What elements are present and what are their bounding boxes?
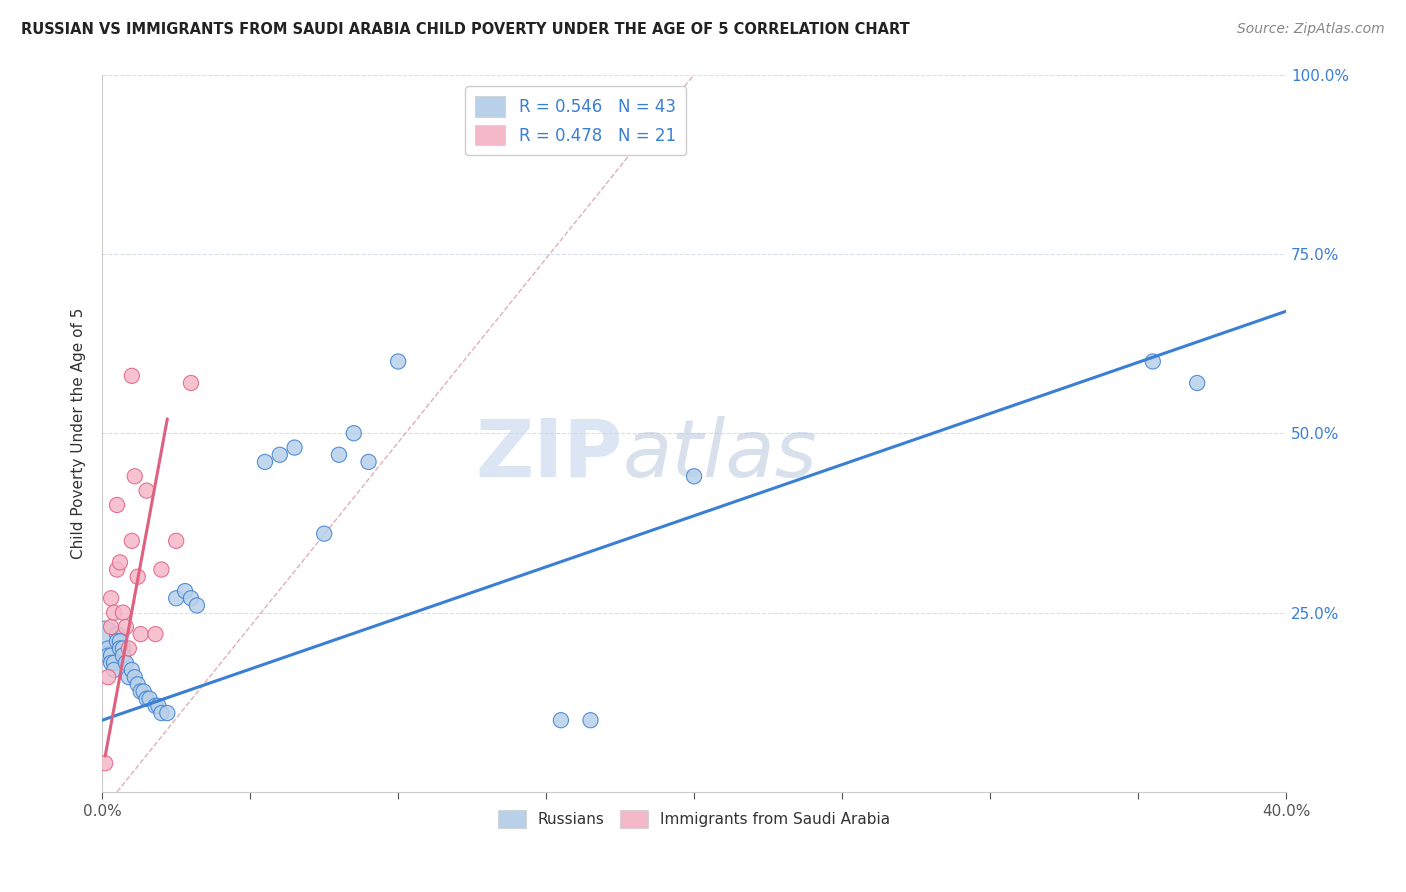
Point — [132, 684, 155, 698]
Point — [148, 698, 170, 713]
Point — [135, 691, 157, 706]
Point — [97, 648, 120, 663]
Point — [121, 368, 143, 383]
Point — [118, 670, 141, 684]
Point — [156, 706, 179, 720]
Point — [1142, 354, 1164, 368]
Text: RUSSIAN VS IMMIGRANTS FROM SAUDI ARABIA CHILD POVERTY UNDER THE AGE OF 5 CORRELA: RUSSIAN VS IMMIGRANTS FROM SAUDI ARABIA … — [21, 22, 910, 37]
Point — [314, 526, 336, 541]
Point — [97, 670, 120, 684]
Point — [1185, 376, 1208, 390]
Point — [108, 634, 131, 648]
Point — [108, 641, 131, 656]
Point — [174, 584, 197, 599]
Y-axis label: Child Poverty Under the Age of 5: Child Poverty Under the Age of 5 — [72, 308, 86, 559]
Point — [284, 441, 307, 455]
Point — [127, 570, 149, 584]
Point — [121, 663, 143, 677]
Point — [103, 663, 125, 677]
Point — [138, 691, 160, 706]
Point — [150, 563, 173, 577]
Point — [124, 469, 146, 483]
Point — [111, 648, 134, 663]
Point — [145, 698, 167, 713]
Point — [105, 498, 128, 512]
Text: ZIP: ZIP — [475, 416, 623, 494]
Point — [97, 641, 120, 656]
Point — [115, 656, 138, 670]
Point — [103, 656, 125, 670]
Point — [165, 591, 187, 606]
Point — [165, 533, 187, 548]
Point — [186, 599, 208, 613]
Point — [118, 641, 141, 656]
Point — [550, 713, 572, 727]
Point — [108, 555, 131, 569]
Point — [135, 483, 157, 498]
Point — [94, 756, 117, 771]
Point — [129, 684, 152, 698]
Point — [129, 627, 152, 641]
Text: atlas: atlas — [623, 416, 818, 494]
Point — [357, 455, 380, 469]
Point — [269, 448, 291, 462]
Point — [124, 670, 146, 684]
Point — [343, 426, 366, 441]
Point — [111, 606, 134, 620]
Point — [253, 455, 276, 469]
Point — [105, 563, 128, 577]
Point — [145, 627, 167, 641]
Point — [100, 620, 122, 634]
Point — [111, 641, 134, 656]
Point — [328, 448, 350, 462]
Point — [121, 533, 143, 548]
Point — [105, 634, 128, 648]
Point — [105, 627, 128, 641]
Point — [103, 606, 125, 620]
Point — [100, 591, 122, 606]
Point — [100, 648, 122, 663]
Point — [115, 620, 138, 634]
Point — [100, 656, 122, 670]
Point — [94, 627, 117, 641]
Point — [127, 677, 149, 691]
Point — [180, 591, 202, 606]
Text: Source: ZipAtlas.com: Source: ZipAtlas.com — [1237, 22, 1385, 37]
Point — [579, 713, 602, 727]
Legend: Russians, Immigrants from Saudi Arabia: Russians, Immigrants from Saudi Arabia — [492, 804, 896, 835]
Point — [387, 354, 409, 368]
Point — [180, 376, 202, 390]
Point — [150, 706, 173, 720]
Point — [683, 469, 706, 483]
